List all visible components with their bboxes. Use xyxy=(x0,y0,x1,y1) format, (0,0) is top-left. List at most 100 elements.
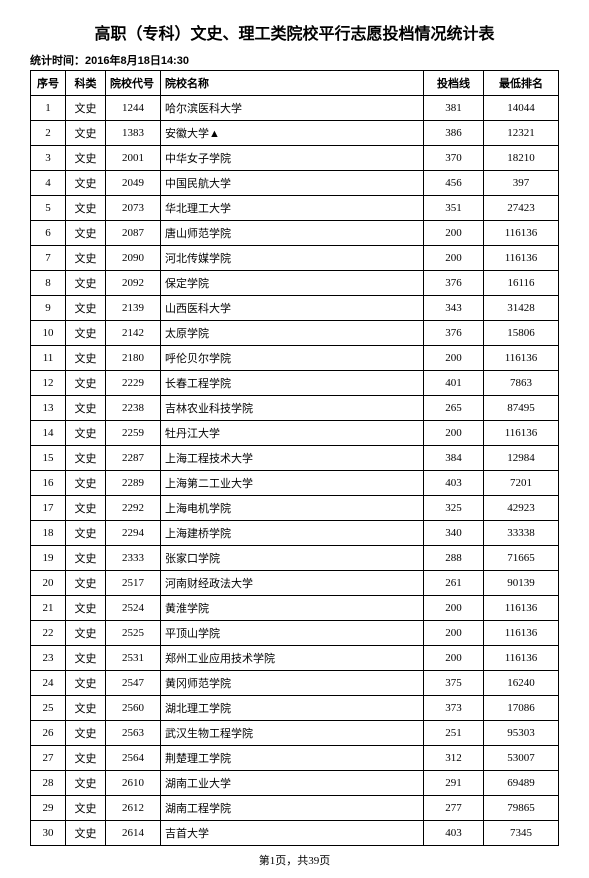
cell-score: 200 xyxy=(424,621,484,646)
cell-name: 吉林农业科技学院 xyxy=(161,396,424,421)
table-row: 15文史2287上海工程技术大学38412984 xyxy=(31,446,559,471)
cell-rank: 116136 xyxy=(484,246,559,271)
cell-category: 文史 xyxy=(66,821,106,846)
cell-score: 200 xyxy=(424,246,484,271)
cell-rank: 116136 xyxy=(484,221,559,246)
cell-code: 2560 xyxy=(106,696,161,721)
cell-name: 黄淮学院 xyxy=(161,596,424,621)
cell-category: 文史 xyxy=(66,171,106,196)
cell-rank: 12321 xyxy=(484,121,559,146)
cell-score: 376 xyxy=(424,321,484,346)
cell-score: 376 xyxy=(424,271,484,296)
cell-name: 中华女子学院 xyxy=(161,146,424,171)
cell-name: 上海建桥学院 xyxy=(161,521,424,546)
cell-code: 2139 xyxy=(106,296,161,321)
cell-category: 文史 xyxy=(66,121,106,146)
cell-category: 文史 xyxy=(66,246,106,271)
cell-seq: 7 xyxy=(31,246,66,271)
table-header-row: 序号 科类 院校代号 院校名称 投档线 最低排名 xyxy=(31,71,559,96)
cell-name: 上海第二工业大学 xyxy=(161,471,424,496)
table-row: 10文史2142太原学院37615806 xyxy=(31,321,559,346)
cell-code: 2087 xyxy=(106,221,161,246)
cell-name: 安徽大学▲ xyxy=(161,121,424,146)
cell-score: 340 xyxy=(424,521,484,546)
cell-rank: 42923 xyxy=(484,496,559,521)
cell-rank: 7863 xyxy=(484,371,559,396)
cell-code: 2531 xyxy=(106,646,161,671)
cell-rank: 71665 xyxy=(484,546,559,571)
cell-code: 2564 xyxy=(106,746,161,771)
cell-rank: 33338 xyxy=(484,521,559,546)
cell-score: 277 xyxy=(424,796,484,821)
cell-score: 312 xyxy=(424,746,484,771)
cell-score: 386 xyxy=(424,121,484,146)
cell-category: 文史 xyxy=(66,721,106,746)
cell-seq: 9 xyxy=(31,296,66,321)
col-header-seq: 序号 xyxy=(31,71,66,96)
cell-seq: 15 xyxy=(31,446,66,471)
cell-score: 200 xyxy=(424,221,484,246)
cell-rank: 116136 xyxy=(484,421,559,446)
cell-score: 403 xyxy=(424,821,484,846)
col-header-rank: 最低排名 xyxy=(484,71,559,96)
cell-name: 郑州工业应用技术学院 xyxy=(161,646,424,671)
cell-rank: 12984 xyxy=(484,446,559,471)
table-row: 22文史2525平顶山学院200116136 xyxy=(31,621,559,646)
cell-category: 文史 xyxy=(66,646,106,671)
cell-seq: 1 xyxy=(31,96,66,121)
cell-code: 2090 xyxy=(106,246,161,271)
cell-rank: 69489 xyxy=(484,771,559,796)
table-row: 3文史2001中华女子学院37018210 xyxy=(31,146,559,171)
cell-category: 文史 xyxy=(66,521,106,546)
cell-score: 200 xyxy=(424,596,484,621)
cell-seq: 14 xyxy=(31,421,66,446)
cell-seq: 13 xyxy=(31,396,66,421)
cell-score: 288 xyxy=(424,546,484,571)
cell-category: 文史 xyxy=(66,671,106,696)
table-row: 29文史2612湖南工程学院27779865 xyxy=(31,796,559,821)
table-row: 1文史1244哈尔滨医科大学38114044 xyxy=(31,96,559,121)
cell-rank: 53007 xyxy=(484,746,559,771)
cell-code: 2238 xyxy=(106,396,161,421)
cell-name: 吉首大学 xyxy=(161,821,424,846)
cell-score: 373 xyxy=(424,696,484,721)
table-row: 18文史2294上海建桥学院34033338 xyxy=(31,521,559,546)
cell-score: 291 xyxy=(424,771,484,796)
cell-category: 文史 xyxy=(66,396,106,421)
table-row: 14文史2259牡丹江大学200116136 xyxy=(31,421,559,446)
cell-name: 华北理工大学 xyxy=(161,196,424,221)
cell-seq: 21 xyxy=(31,596,66,621)
table-row: 27文史2564荆楚理工学院31253007 xyxy=(31,746,559,771)
cell-code: 2563 xyxy=(106,721,161,746)
cell-seq: 11 xyxy=(31,346,66,371)
table-row: 21文史2524黄淮学院200116136 xyxy=(31,596,559,621)
table-row: 16文史2289上海第二工业大学4037201 xyxy=(31,471,559,496)
cell-name: 张家口学院 xyxy=(161,546,424,571)
cell-score: 370 xyxy=(424,146,484,171)
table-row: 26文史2563武汉生物工程学院25195303 xyxy=(31,721,559,746)
cell-code: 2073 xyxy=(106,196,161,221)
cell-category: 文史 xyxy=(66,146,106,171)
cell-category: 文史 xyxy=(66,371,106,396)
cell-category: 文史 xyxy=(66,796,106,821)
cell-category: 文史 xyxy=(66,621,106,646)
cell-score: 200 xyxy=(424,346,484,371)
cell-name: 湖南工程学院 xyxy=(161,796,424,821)
cell-category: 文史 xyxy=(66,321,106,346)
cell-seq: 4 xyxy=(31,171,66,196)
table-row: 5文史2073华北理工大学35127423 xyxy=(31,196,559,221)
cell-score: 265 xyxy=(424,396,484,421)
subtitle-time: 2016年8月18日14:30 xyxy=(85,55,189,67)
cell-name: 荆楚理工学院 xyxy=(161,746,424,771)
cell-seq: 29 xyxy=(31,796,66,821)
col-header-category: 科类 xyxy=(66,71,106,96)
cell-code: 2259 xyxy=(106,421,161,446)
cell-seq: 24 xyxy=(31,671,66,696)
cell-rank: 14044 xyxy=(484,96,559,121)
cell-score: 384 xyxy=(424,446,484,471)
cell-name: 湖南工业大学 xyxy=(161,771,424,796)
table-row: 6文史2087唐山师范学院200116136 xyxy=(31,221,559,246)
cell-seq: 26 xyxy=(31,721,66,746)
cell-rank: 16240 xyxy=(484,671,559,696)
cell-category: 文史 xyxy=(66,746,106,771)
